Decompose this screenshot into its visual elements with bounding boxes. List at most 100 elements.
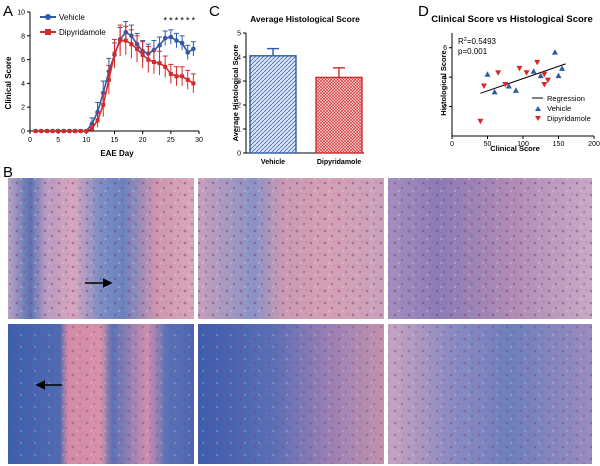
bar-vehicle: [249, 55, 297, 154]
data-point: [146, 57, 151, 62]
data-point-vehicle: [484, 71, 491, 77]
y-tick-label: 1: [237, 127, 241, 134]
significance-mark: *: [186, 15, 190, 25]
data-point: [73, 129, 78, 133]
data-point: [185, 50, 191, 55]
panel-d-annotation: R2=0.5493 p=0.001: [458, 37, 497, 56]
legend-marker-vehicle-d: [535, 106, 541, 111]
legend-marker-dipyridamole-d: [535, 116, 541, 121]
significance-mark: *: [163, 15, 167, 25]
panel-a-legend: Vehicle Dipyridamole: [40, 13, 106, 37]
panel-c-bars: Vehicle Dipyridamole: [249, 47, 363, 166]
data-point: [61, 129, 66, 133]
data-point: [33, 129, 38, 133]
panel-d-title: Clinical Score vs Histological Score: [431, 14, 593, 25]
data-point: [185, 77, 190, 82]
data-point: [140, 52, 145, 57]
r-squared-sup: 2: [464, 37, 467, 43]
data-point-dipyridamole: [495, 70, 502, 76]
y-tick-label: 6: [443, 45, 447, 52]
data-point: [50, 129, 55, 133]
panel-label-b: B: [3, 164, 13, 181]
panel-b: B: [3, 164, 592, 464]
panel-a-ylabel: Clinical Score: [4, 56, 13, 109]
regression-line: [480, 63, 566, 94]
r-squared-label: R2=0.5493: [458, 37, 497, 46]
data-point: [89, 126, 94, 131]
legend-label-vehicle: Vehicle: [59, 13, 85, 22]
legend-label-dipyridamole-d: Dipyridamole: [547, 114, 591, 123]
data-point: [101, 102, 106, 107]
data-point: [179, 40, 185, 46]
data-point-vehicle: [537, 72, 544, 79]
legend-label-vehicle-d: Vehicle: [547, 104, 571, 113]
data-point-vehicle: [530, 68, 537, 74]
data-point: [44, 129, 49, 133]
x-tick-label: 100: [517, 141, 529, 148]
data-point: [180, 74, 185, 79]
panel-d-xlabel: Clinical Score: [490, 144, 540, 153]
data-point-vehicle: [505, 82, 512, 89]
data-point: [112, 51, 117, 56]
data-point: [39, 129, 44, 133]
y-tick-label: 0: [21, 129, 25, 136]
y-tick-label: 0: [237, 151, 241, 158]
r-squared-value: =0.5493: [467, 37, 497, 46]
significance-mark: *: [192, 15, 196, 25]
data-point-vehicle: [512, 87, 519, 93]
data-point-dipyridamole: [541, 82, 548, 88]
micrograph-vehicle-high: [388, 178, 592, 319]
data-point-dipyridamole: [477, 118, 484, 125]
micrograph-dipyridamole-mid: [198, 324, 384, 464]
data-point-dipyridamole: [541, 71, 548, 78]
y-tick-label: 5: [237, 31, 241, 38]
series-vehicle: [33, 21, 196, 134]
data-point: [157, 43, 162, 48]
category-label-dipyridamole: Dipyridamole: [317, 159, 361, 166]
significance-mark: *: [169, 15, 173, 25]
legend-marker-vehicle: [45, 14, 51, 20]
panel-a-series: * * * * * *: [33, 15, 196, 134]
data-point: [78, 129, 83, 133]
x-tick-label: 0: [450, 141, 454, 148]
data-point-dipyridamole: [516, 65, 523, 72]
legend-label-regression: Regression: [547, 94, 585, 103]
category-label-vehicle: Vehicle: [261, 159, 285, 166]
data-point: [84, 129, 89, 133]
panel-d-legend: Regression Vehicle Dipyridamole: [532, 94, 591, 123]
x-tick-label: 25: [167, 137, 175, 144]
r-squared-base: R: [458, 37, 464, 46]
data-point-vehicle: [551, 49, 558, 55]
x-tick-label: 0: [28, 137, 32, 144]
series-dipyridamole: [33, 24, 196, 133]
x-tick-label: 30: [195, 137, 203, 144]
y-tick-label: 10: [17, 10, 25, 17]
micrograph-dipyridamole-low: [8, 324, 194, 464]
y-tick-label: 3: [237, 79, 241, 86]
data-point: [157, 61, 162, 66]
x-tick-label: 200: [588, 141, 600, 148]
panel-d-points: [477, 49, 566, 125]
data-point: [118, 38, 123, 43]
x-tick-label: 150: [553, 141, 565, 148]
panel-c-ylabel: Average Histological Score: [231, 45, 240, 142]
panel-d: D Clinical Score vs Histological Score H…: [418, 3, 600, 153]
y-tick-label: 8: [21, 33, 25, 40]
legend-marker-dipyridamole: [45, 29, 51, 35]
micrograph-vehicle-low: [8, 178, 194, 319]
data-point: [191, 81, 196, 86]
data-point: [95, 118, 100, 123]
data-point-dipyridamole: [534, 59, 541, 66]
data-point-dipyridamole: [544, 77, 551, 84]
y-tick-label: 4: [21, 81, 25, 88]
micrograph-vehicle-mid: [198, 178, 384, 319]
x-tick-label: 15: [111, 137, 119, 144]
data-point-dipyridamole: [502, 82, 509, 88]
data-point: [56, 129, 61, 133]
data-point: [129, 42, 134, 47]
data-point: [123, 38, 128, 43]
data-point: [191, 46, 196, 52]
panel-c-title: Average Histological Score: [250, 14, 360, 24]
panel-c: C Average Histological Score Average His…: [209, 3, 364, 166]
